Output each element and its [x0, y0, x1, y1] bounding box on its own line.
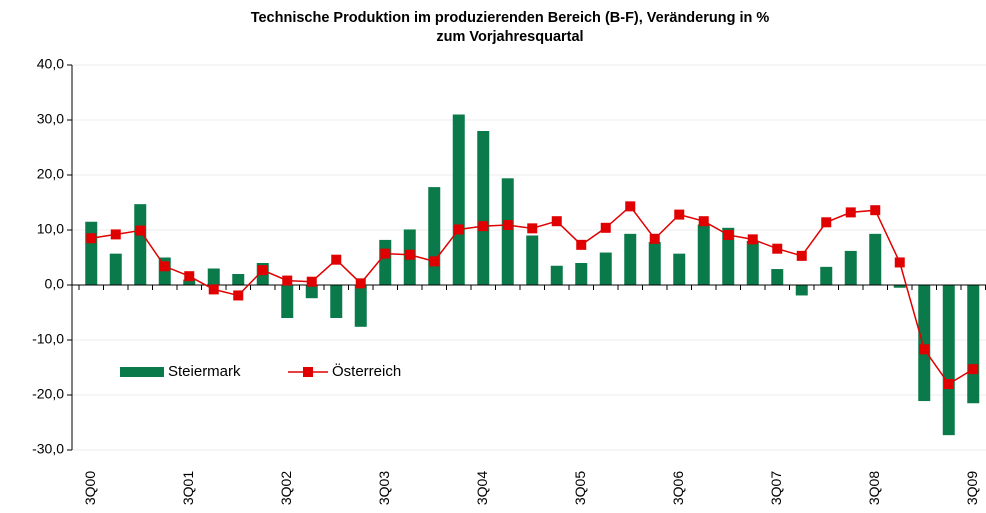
bar [918, 285, 931, 402]
y-tick-label: -10,0 [32, 331, 64, 347]
marker [404, 249, 415, 260]
bar [697, 224, 710, 285]
x-tick-label: 3Q01 [180, 471, 196, 505]
bar [820, 266, 833, 285]
marker [625, 201, 636, 212]
marker [772, 243, 783, 254]
marker [649, 233, 660, 244]
bar [869, 233, 882, 285]
marker [184, 271, 195, 282]
bar [134, 204, 147, 285]
bar [893, 285, 906, 288]
marker [110, 229, 121, 240]
marker [208, 284, 219, 295]
bar [599, 252, 612, 285]
marker [502, 220, 513, 231]
x-tick-label: 3Q05 [572, 471, 588, 505]
x-tick-label: 3Q07 [768, 471, 784, 505]
legend-swatch [303, 367, 313, 377]
bar [379, 239, 392, 285]
x-tick-label: 3Q00 [82, 471, 98, 505]
marker [698, 216, 709, 227]
marker [747, 234, 758, 245]
bar [85, 221, 98, 285]
marker [478, 221, 489, 232]
x-tick-label: 3Q06 [670, 471, 686, 505]
marker [870, 205, 881, 216]
bar [526, 235, 539, 285]
bar [330, 285, 343, 318]
bar [746, 241, 759, 285]
bar [844, 250, 857, 285]
x-tick-label: 3Q09 [964, 471, 980, 505]
marker [600, 222, 611, 233]
bar [109, 253, 122, 285]
marker [86, 233, 97, 244]
legend-label: Steiermark [168, 363, 241, 380]
y-tick-label: 30,0 [37, 111, 64, 127]
bar [648, 242, 661, 285]
y-tick-label: 20,0 [37, 166, 64, 182]
x-tick-label: 3Q03 [376, 471, 392, 505]
marker [919, 344, 930, 355]
bar [575, 263, 588, 285]
marker [968, 364, 979, 375]
marker [551, 216, 562, 227]
marker [282, 275, 293, 286]
marker [894, 257, 905, 268]
marker [796, 250, 807, 261]
bar [967, 285, 980, 404]
bar [771, 269, 784, 285]
bar [624, 233, 637, 285]
bar [673, 253, 686, 285]
chart-title: zum Vorjahresquartal [436, 29, 583, 45]
marker [576, 239, 587, 250]
x-tick-label: 3Q02 [278, 471, 294, 505]
marker [306, 276, 317, 287]
marker [135, 225, 146, 236]
marker [453, 224, 464, 235]
x-tick-label: 3Q08 [866, 471, 882, 505]
marker [943, 379, 954, 389]
chart-title: Technische Produktion im produzierenden … [251, 10, 770, 26]
bar [452, 114, 465, 285]
marker [380, 248, 391, 259]
marker [233, 290, 244, 301]
legend-label: Österreich [332, 362, 401, 380]
bar [281, 285, 294, 318]
bar [305, 285, 318, 299]
bar [501, 178, 514, 285]
bar [232, 274, 245, 285]
marker [429, 256, 440, 267]
marker [527, 223, 538, 234]
marker [331, 254, 342, 265]
marker [845, 207, 856, 218]
bar [183, 279, 196, 285]
marker [159, 261, 170, 272]
marker [355, 278, 366, 289]
y-tick-label: 0,0 [45, 276, 65, 292]
x-tick-label: 3Q04 [474, 471, 490, 505]
marker [674, 209, 685, 220]
bar [550, 265, 563, 285]
bar [722, 227, 735, 285]
y-tick-label: 10,0 [37, 221, 64, 237]
y-tick-label: -30,0 [32, 441, 64, 457]
marker [257, 265, 268, 276]
marker [821, 217, 832, 228]
y-tick-label: 40,0 [37, 56, 64, 72]
legend-swatch [120, 367, 164, 377]
bar [477, 131, 490, 285]
bar [354, 285, 367, 327]
bar [942, 285, 955, 436]
bar [207, 268, 220, 285]
y-tick-label: -20,0 [32, 386, 64, 402]
bar [428, 187, 441, 285]
bar [795, 285, 808, 296]
marker [723, 229, 734, 240]
